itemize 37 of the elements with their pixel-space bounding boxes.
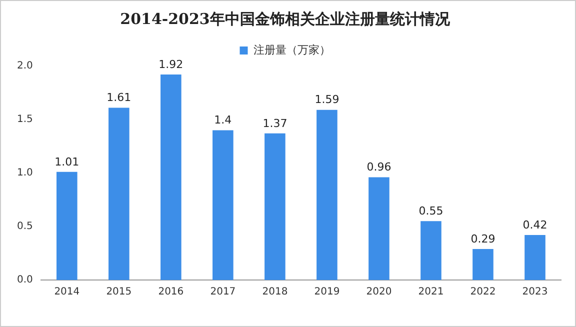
data-label: 0.29 bbox=[470, 232, 496, 246]
x-tick-label: 2014 bbox=[54, 286, 80, 298]
x-tick-label: 2023 bbox=[522, 286, 548, 298]
x-tick-label: 2021 bbox=[418, 286, 444, 298]
bar bbox=[56, 172, 78, 280]
x-tick-label: 2015 bbox=[106, 286, 132, 298]
bar bbox=[212, 130, 234, 280]
data-label: 1.01 bbox=[54, 155, 80, 168]
data-label: 1.59 bbox=[314, 93, 340, 106]
bar bbox=[472, 248, 494, 280]
legend-label: 注册量（万家） bbox=[253, 43, 330, 56]
bar bbox=[524, 235, 546, 280]
bar bbox=[420, 221, 442, 280]
data-label: 0.55 bbox=[418, 204, 444, 218]
x-tick-label: 2019 bbox=[314, 286, 340, 298]
bar bbox=[160, 74, 182, 280]
x-tick-label: 2020 bbox=[366, 286, 392, 298]
x-tick-label: 2016 bbox=[158, 286, 184, 298]
y-tick-label: 0.5 bbox=[16, 221, 33, 232]
y-tick-label: 2.0 bbox=[16, 60, 33, 72]
data-label: 0.42 bbox=[522, 218, 548, 232]
y-tick-label: 1.0 bbox=[16, 168, 33, 179]
data-label: 1.37 bbox=[262, 116, 288, 130]
chart-title: 2014-2023年中国金饰相关企业注册量统计情况 bbox=[120, 10, 451, 28]
bar bbox=[108, 108, 130, 280]
x-tick-label: 2017 bbox=[210, 286, 236, 298]
x-tick-label: 2022 bbox=[470, 286, 496, 298]
x-tick-label: 2018 bbox=[262, 286, 288, 298]
y-tick-label: 0.0 bbox=[16, 274, 33, 286]
data-label: 0.96 bbox=[366, 160, 392, 174]
bar bbox=[264, 133, 286, 280]
data-label: 1.61 bbox=[106, 91, 132, 104]
bar bbox=[316, 110, 338, 280]
y-tick-label: 1.5 bbox=[16, 114, 33, 126]
bar bbox=[368, 177, 390, 280]
data-label: 1.92 bbox=[158, 58, 184, 71]
data-label: 1.4 bbox=[214, 114, 232, 127]
